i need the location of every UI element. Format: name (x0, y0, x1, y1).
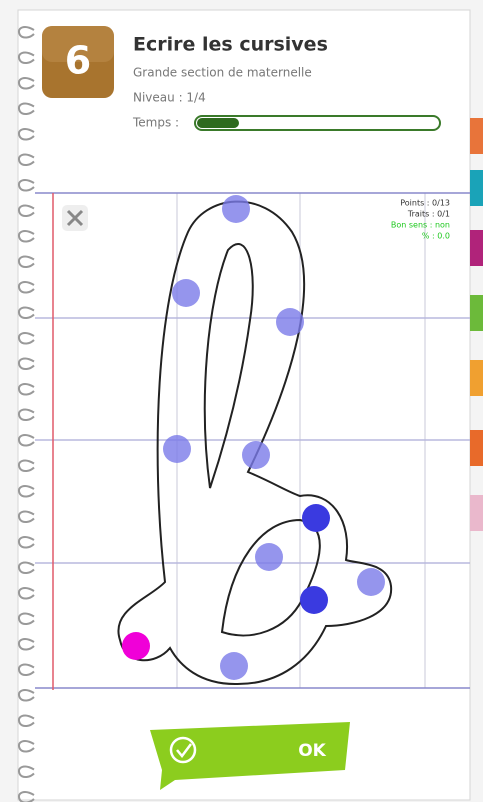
tab[interactable] (470, 495, 483, 531)
dot (222, 195, 250, 223)
stat-points: Points : 0/13 (400, 199, 450, 208)
dot (300, 586, 328, 614)
tab[interactable] (470, 295, 483, 331)
dot (220, 652, 248, 680)
dot (276, 308, 304, 336)
tab[interactable] (470, 170, 483, 206)
ok-label[interactable]: OK (298, 741, 326, 761)
exercise-page: 6 Ecrire les cursives Grande section de … (0, 0, 483, 802)
stat-strokes: Traits : 0/1 (407, 210, 450, 219)
stat-percent: % : 0.0 (422, 232, 450, 241)
dot (242, 441, 270, 469)
time-bar-fill (197, 118, 239, 128)
screen: 6 Ecrire les cursives Grande section de … (0, 0, 483, 802)
level-number: 6 (65, 39, 91, 83)
tab[interactable] (470, 230, 483, 266)
title: Ecrire les cursives (133, 34, 328, 56)
tab[interactable] (470, 118, 483, 154)
dot (163, 435, 191, 463)
level: Niveau : 1/4 (133, 91, 206, 105)
start-dot (122, 632, 150, 660)
tab[interactable] (470, 430, 483, 466)
dot (302, 504, 330, 532)
tab[interactable] (470, 360, 483, 396)
dot (357, 568, 385, 596)
dot (172, 279, 200, 307)
time-label: Temps : (132, 116, 179, 130)
dot (255, 543, 283, 571)
stat-direction: Bon sens : non (391, 221, 450, 230)
subtitle: Grande section de maternelle (133, 66, 312, 80)
